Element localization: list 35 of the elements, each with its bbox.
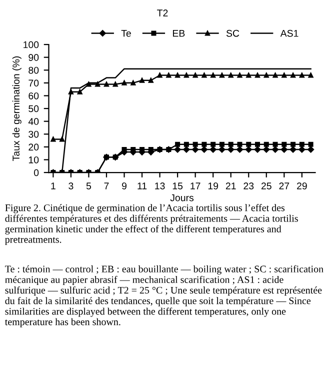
y-tick-label: 30	[28, 130, 39, 138]
x-tick-label: 7	[104, 182, 109, 190]
y-tick-label: 70	[28, 80, 39, 87]
y-tick-label: 60	[28, 92, 39, 100]
x-tick-label: 3	[68, 182, 74, 190]
x-tick-label: 23	[244, 182, 254, 190]
legend-label: Te	[121, 30, 131, 37]
y-axis-title: Taux de germination (%)	[12, 56, 22, 161]
x-tick-label: 11	[138, 182, 147, 190]
chart-title: T2	[157, 10, 168, 16]
y-tick-label: 10	[28, 156, 39, 164]
x-tick-label: 21	[226, 182, 236, 190]
legend-label: EB	[172, 30, 185, 37]
y-tick-label: 80	[28, 66, 39, 74]
y-tick-label: 100	[24, 41, 39, 48]
legend-label: SC	[226, 30, 240, 37]
x-tick-label: 17	[190, 182, 200, 190]
x-tick-label: 19	[208, 182, 218, 190]
x-tick-label: 29	[297, 182, 307, 190]
x-tick-label: 9	[122, 182, 126, 190]
x-tick-label: 5	[86, 182, 92, 190]
x-tick-label: 15	[172, 182, 183, 190]
x-tick-label: 27	[279, 182, 290, 190]
x-tick-label: 1	[51, 182, 56, 190]
y-tick-label: 50	[28, 105, 39, 112]
x-axis-title: Jours	[170, 194, 194, 202]
y-tick-label: 90	[28, 54, 39, 61]
x-tick-label: 13	[155, 182, 165, 190]
y-tick-label: 40	[28, 118, 39, 125]
caption: Figure 2. Cinétique de germination de l’Acacia tortilis sous l’effet des différentes températures et des différents prétraitements — Acacia tortilis germination kinetic under the effect of the different temperatures and pretreatments.	[5, 204, 298, 245]
legend-label: AS1	[280, 30, 298, 37]
x-tick-label: 25	[261, 182, 272, 190]
text: Te : témoin — control ; EB : eau bouillante — boiling water ; SC : scarification mécanique au papier abrasif — mechanical scarification ; AS1 : acide sulfurique — sulfuric acid ; T2 = 25 °C ; Une seule température est représentée du fait de la similarité des tendances, quelle que soit la température — Since similarities are displayed between the different temperatures, only one temperature has been shown.	[4, 265, 324, 328]
y-tick-label: 20	[28, 144, 39, 151]
y-tick-label: 0	[34, 169, 39, 176]
